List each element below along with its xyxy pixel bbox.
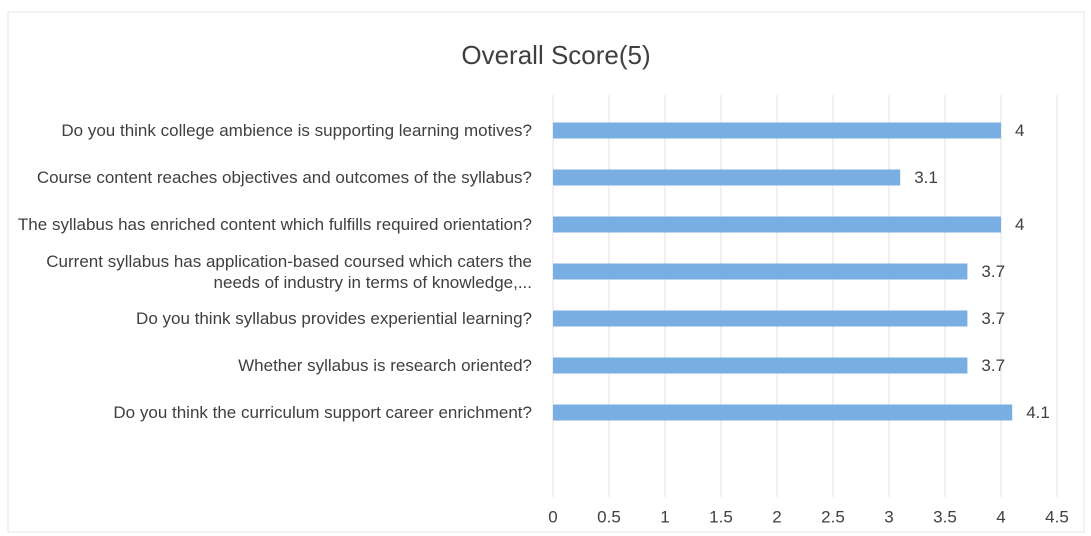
bar <box>553 404 1013 421</box>
bar <box>553 263 968 280</box>
x-tick-label: 0 <box>548 507 557 526</box>
chart-border <box>7 11 1085 533</box>
y-tick-label: Do you think college ambience is support… <box>61 121 532 140</box>
x-tick-label: 2.5 <box>821 507 845 526</box>
y-tick-label: Do you think syllabus provides experient… <box>136 309 532 328</box>
data-label: 4 <box>1015 215 1024 234</box>
y-tick-label: Course content reaches objectives and ou… <box>36 168 532 187</box>
y-tick-label-box: Do you think the curriculum support care… <box>10 389 532 436</box>
x-tick-label: 3.5 <box>933 507 957 526</box>
bar <box>553 310 968 327</box>
data-label: 3.1 <box>914 168 938 187</box>
x-tick-label: 4 <box>996 507 1005 526</box>
data-label: 3.7 <box>981 262 1005 281</box>
y-tick-label-box: Current syllabus has application-based c… <box>10 248 532 295</box>
data-label: 4 <box>1015 121 1024 140</box>
y-tick-label-box: Do you think college ambience is support… <box>10 107 532 154</box>
x-tick-label: 2 <box>772 507 781 526</box>
bar <box>553 122 1001 139</box>
x-tick-label: 4.5 <box>1045 507 1069 526</box>
x-tick-label: 0.5 <box>597 507 621 526</box>
x-tick-label: 1 <box>660 507 669 526</box>
x-tick-label: 3 <box>884 507 893 526</box>
y-tick-label: Do you think the curriculum support care… <box>113 403 532 422</box>
y-tick-label-box: Course content reaches objectives and ou… <box>10 154 532 201</box>
y-tick-label: Whether syllabus is research oriented? <box>238 356 532 375</box>
bar <box>553 216 1001 233</box>
x-tick-label: 1.5 <box>709 507 733 526</box>
bar <box>553 357 968 374</box>
y-tick-label: Current syllabus has application-based c… <box>46 251 532 292</box>
data-label: 3.7 <box>981 356 1005 375</box>
bar <box>553 169 901 186</box>
data-label: 3.7 <box>981 309 1005 328</box>
y-tick-label-box: Whether syllabus is research oriented? <box>10 342 532 389</box>
y-tick-label-box: Do you think syllabus provides experient… <box>10 295 532 342</box>
data-label: 4.1 <box>1026 403 1050 422</box>
y-tick-label-box: The syllabus has enriched content which … <box>10 201 532 248</box>
chart-title: Overall Score(5) <box>461 40 650 70</box>
y-tick-label: The syllabus has enriched content which … <box>17 215 532 234</box>
